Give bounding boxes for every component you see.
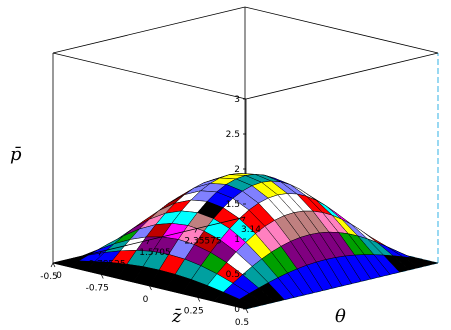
box-edge-top-front-left xyxy=(52,52,247,100)
z-tick-label-6: 3 xyxy=(234,95,240,105)
y-axis-title: z̄ xyxy=(171,306,182,327)
box-edge-top-front-right xyxy=(52,6,246,54)
y-tick-label-1: 0.25 xyxy=(184,307,204,317)
x-tick-label-1: 0.78525 xyxy=(88,260,125,270)
z-tick-label-0: 0 xyxy=(234,305,240,315)
x-tick-mark-0 xyxy=(50,262,54,268)
y-tick-mark-0 xyxy=(245,308,249,314)
z-tick-label-4: 2 xyxy=(234,165,240,175)
z-tick-label-1: 0.5 xyxy=(226,270,240,280)
z-tick-label-2: 1 xyxy=(234,235,240,245)
y-tick-mark-4 xyxy=(52,262,56,268)
z-axis-title: p̄ xyxy=(10,144,22,165)
x-tick-mark-2 xyxy=(146,239,150,245)
y-tick-label-3: -0.75 xyxy=(86,284,109,294)
y-tick-mark-3 xyxy=(100,274,104,279)
surface-mesh xyxy=(52,173,439,310)
y-tick-label-2: 0 xyxy=(143,295,149,305)
box-edge-top-back-left xyxy=(245,52,439,100)
y-tick-label-4: -0.5 xyxy=(40,272,58,282)
x-tick-label-2: 1.5705 xyxy=(139,248,171,258)
x-tick-mark-3 xyxy=(194,228,198,233)
z-tick-label-5: 2.5 xyxy=(226,130,240,140)
y-tick-mark-2 xyxy=(149,285,152,291)
y-tick-mark-1 xyxy=(197,297,201,302)
x-tick-mark-4 xyxy=(242,216,246,222)
x-tick-label-0: 0 xyxy=(56,271,62,281)
box-edge-top-back-right xyxy=(244,6,439,54)
x-axis-title: θ xyxy=(335,306,346,327)
x-tick-mark-1 xyxy=(98,251,102,256)
x-tick-label-4: 3.14 xyxy=(241,225,261,235)
y-tick-label-0: 0.5 xyxy=(235,318,249,328)
z-tick-label-3: 1.5 xyxy=(226,200,240,210)
axis-ticks: 00.511.522.530.50.250-0.75-0.500.785251.… xyxy=(40,95,261,328)
x-tick-label-3: 2.35575 xyxy=(184,237,221,247)
